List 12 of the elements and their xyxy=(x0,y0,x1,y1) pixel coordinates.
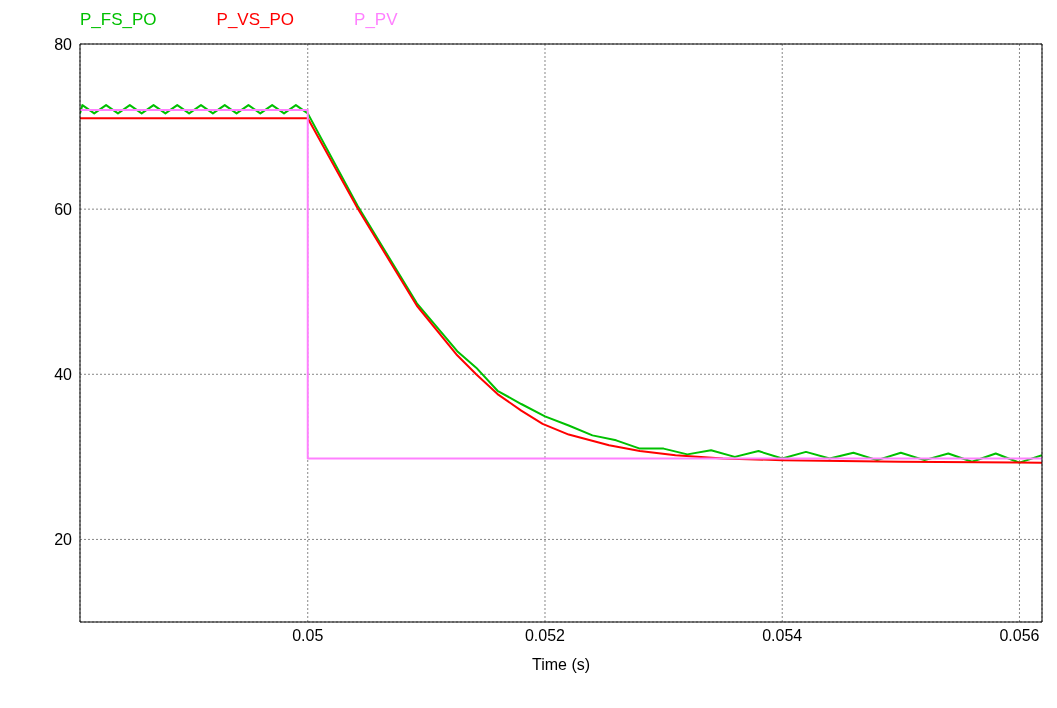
text: P_PV xyxy=(354,10,398,30)
x-tick-label: 0.052 xyxy=(524,627,566,645)
x-tick-label: 0.05 xyxy=(292,627,324,645)
y-tick-label: 60 xyxy=(54,200,73,218)
y-tick-label: 40 xyxy=(54,365,73,383)
y-tick-label: 20 xyxy=(54,531,73,549)
y-tick-label: 80 xyxy=(54,35,73,53)
x-tick-label: 0.054 xyxy=(762,627,803,645)
x-tick-label: 0.056 xyxy=(999,627,1040,645)
x-axis-title: Time (s) xyxy=(531,656,591,673)
text: P_FS_PO xyxy=(80,10,157,30)
text: P_VS_PO xyxy=(216,10,295,30)
